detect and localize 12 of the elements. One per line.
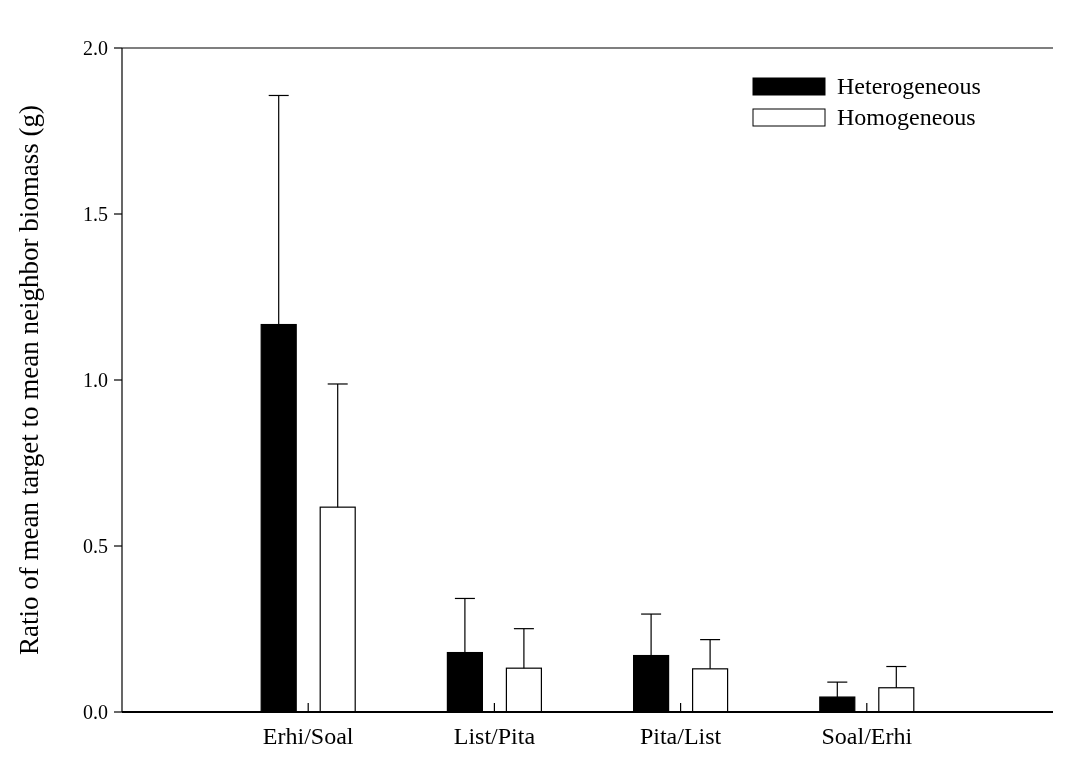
x-tick-label: Erhi/Soal (262, 723, 354, 749)
x-tick-label: List/Pita (453, 723, 536, 749)
y-tick-label: 1.5 (83, 203, 108, 225)
y-tick-label: 1.0 (83, 369, 108, 391)
legend-label: Heterogeneous (837, 73, 981, 99)
x-tick-label: Soal/Erhi (821, 723, 913, 749)
y-axis-title: Ratio of mean target to mean neighbor biomass (g) (14, 105, 44, 655)
legend-label: Homogeneous (837, 104, 976, 130)
y-tick-label: 0.5 (83, 535, 108, 557)
y-tick-label: 2.0 (83, 37, 108, 59)
x-tick-label: Pita/List (639, 723, 722, 749)
y-tick-label: 0.0 (83, 701, 108, 723)
